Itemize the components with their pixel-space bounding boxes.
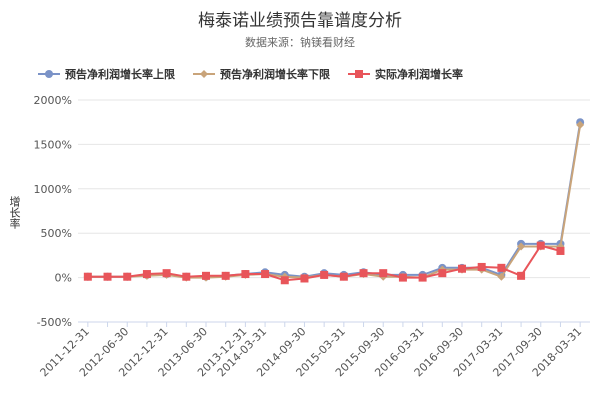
- y-axis-title: 增长率: [8, 196, 21, 229]
- data-point: [300, 274, 309, 283]
- data-point: [142, 270, 151, 279]
- chart-subtitle: 数据来源：钠镁看财经: [245, 36, 355, 49]
- data-point: [261, 270, 270, 279]
- legend-label: 预告净利润增长率上限: [65, 68, 175, 81]
- data-point: [477, 262, 486, 271]
- data-point: [517, 271, 526, 280]
- y-tick-label: 0%: [55, 272, 72, 285]
- legend-item-lower[interactable]: 预告净利润增长率下限: [193, 66, 330, 82]
- y-tick-label: 1500%: [34, 138, 72, 151]
- data-point: [438, 269, 447, 278]
- legend-label: 预告净利润增长率下限: [220, 68, 330, 81]
- y-tick-label: 2000%: [34, 94, 72, 107]
- data-point: [379, 269, 388, 278]
- series-line-1: [87, 122, 582, 278]
- series-line-2: [87, 124, 582, 279]
- data-point: [280, 276, 289, 285]
- data-point: [418, 273, 427, 282]
- legend-line-square-icon: [348, 70, 370, 78]
- data-point: [497, 263, 506, 272]
- data-point: [320, 270, 329, 279]
- y-tick-label: 1000%: [34, 183, 72, 196]
- y-tick-label: 500%: [41, 227, 72, 240]
- data-point: [398, 273, 407, 282]
- data-point: [458, 264, 466, 273]
- data-point: [339, 272, 348, 281]
- legend-line-diamond-icon: [193, 70, 215, 78]
- data-point: [576, 120, 585, 129]
- data-point: [123, 272, 132, 281]
- data-point: [556, 246, 565, 255]
- data-point: [517, 242, 526, 251]
- y-tick-label: -500%: [37, 316, 72, 329]
- chart-title: 梅泰诺业绩预告靠谱度分析: [198, 11, 402, 31]
- chart-legend: 预告净利润增长率上限 预告净利润增长率下限 实际净利润增长率: [38, 66, 463, 82]
- data-point: [497, 272, 506, 281]
- legend-label: 实际净利润增长率: [375, 68, 463, 81]
- data-point: [536, 241, 545, 250]
- legend-item-actual[interactable]: 实际净利润增长率: [348, 66, 463, 82]
- data-point: [182, 272, 191, 281]
- legend-item-upper[interactable]: 预告净利润增长率上限: [38, 66, 175, 82]
- legend-line-circle-icon: [38, 70, 60, 78]
- data-point: [221, 271, 230, 280]
- data-point: [103, 272, 112, 281]
- data-point: [83, 272, 92, 281]
- data-point: [162, 269, 171, 278]
- data-point: [202, 271, 210, 280]
- data-point: [241, 270, 250, 279]
- data-point: [359, 269, 368, 278]
